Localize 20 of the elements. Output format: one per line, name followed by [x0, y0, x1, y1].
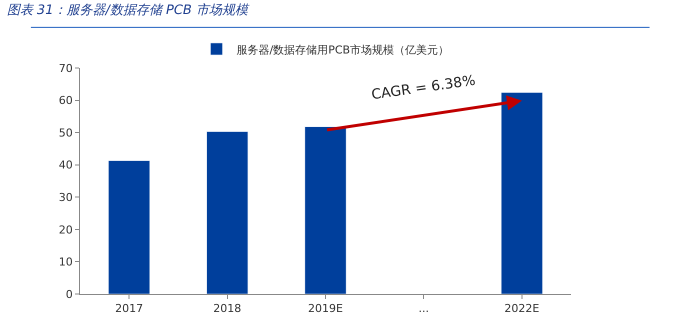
chart-title: 图表 31：服务器/数据存储 PCB 市场规模	[6, 3, 250, 18]
y-tick-label: 50	[58, 126, 73, 140]
bar	[304, 126, 346, 294]
bar	[206, 131, 248, 294]
x-tick-label: 2022E	[504, 302, 540, 316]
x-tick-label: 2019E	[308, 302, 344, 316]
y-tick-label: 30	[58, 190, 73, 204]
x-tick-label: 2017	[115, 302, 144, 316]
y-tick-label: 70	[58, 62, 73, 75]
y-tick-label: 20	[58, 223, 73, 236]
legend-label: 服务器/数据存储用PCB市场规模（亿美元）	[236, 43, 450, 56]
y-tick-label: 60	[58, 94, 73, 108]
y-tick-label: 10	[58, 256, 73, 269]
y-tick-label: 0	[66, 288, 73, 301]
bar	[501, 92, 543, 294]
bar	[108, 160, 150, 294]
y-tick-label: 40	[58, 158, 73, 172]
x-tick-label: 2018	[213, 302, 242, 316]
annotation: CAGR = 6.38%	[370, 72, 476, 104]
x-tick-label: ...	[418, 302, 429, 316]
